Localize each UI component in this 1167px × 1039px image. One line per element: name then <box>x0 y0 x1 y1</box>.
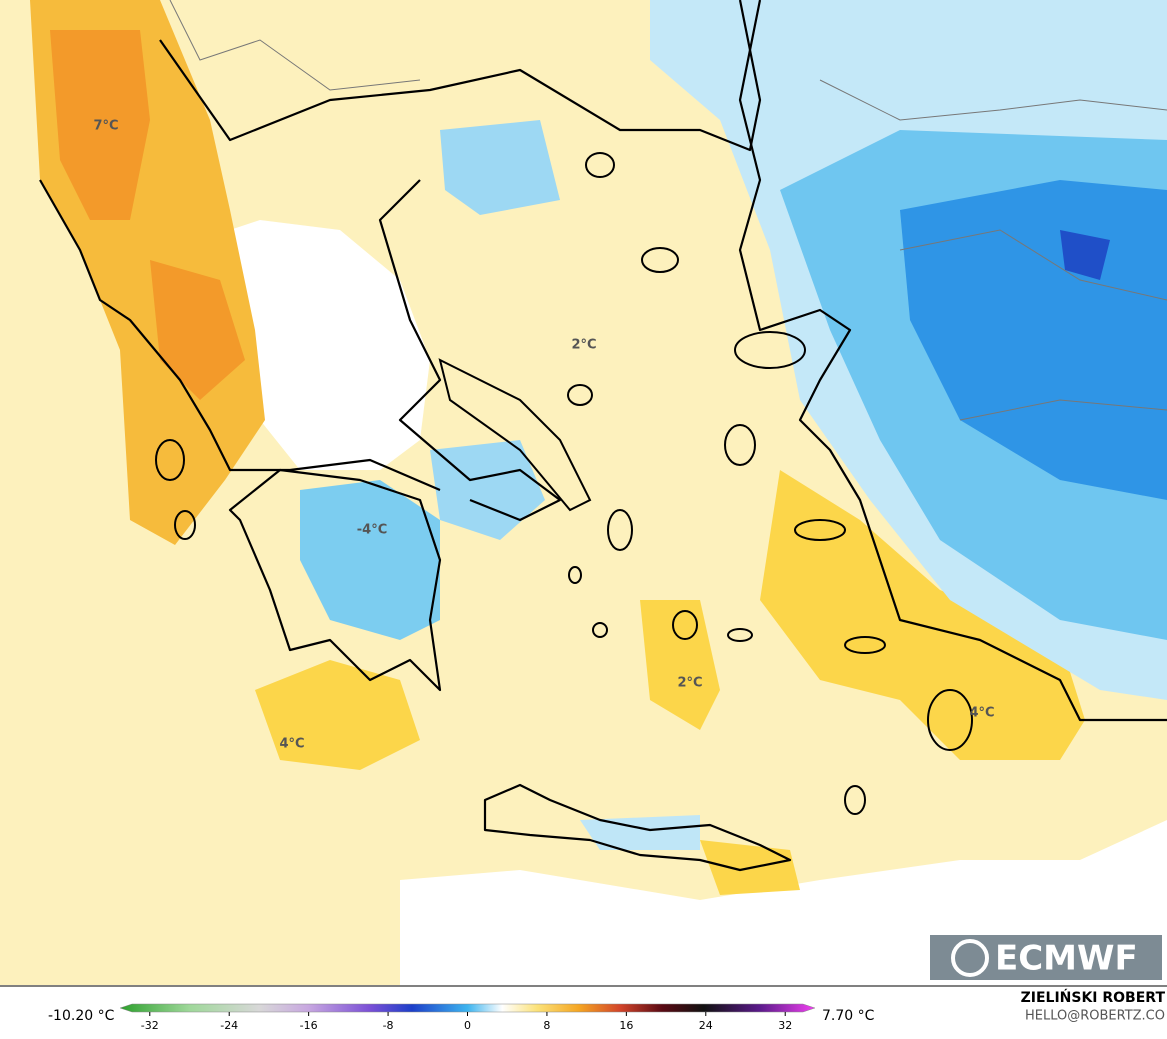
island <box>568 566 582 584</box>
map: 7°C 2°C -4°C 4°C 2°C 4°C ECMWF <box>0 0 1167 985</box>
colorbar-tick-label: 32 <box>778 1019 792 1032</box>
island <box>724 424 756 466</box>
island <box>844 636 886 654</box>
map-label: 2°C <box>677 676 702 691</box>
coastline <box>159 0 762 152</box>
logo-icon <box>951 939 989 977</box>
legend: -10.20 °C 7.70 °C ZIELIŃSKI ROBERT HELLO… <box>48 988 1165 1032</box>
island <box>794 519 846 541</box>
island <box>641 247 679 273</box>
border <box>169 0 421 91</box>
coastline <box>228 468 442 692</box>
warm-core <box>50 30 150 220</box>
island <box>592 622 608 638</box>
island <box>672 610 698 640</box>
colorbar-tick-label: 0 <box>464 1019 471 1032</box>
warm-zone <box>760 470 1085 760</box>
colorbar-tick-label: 24 <box>699 1019 713 1032</box>
cold-zone <box>300 480 440 640</box>
colorbar <box>119 1003 816 1013</box>
warm-core <box>150 260 245 400</box>
colorbar-tick-label: -32 <box>141 1019 159 1032</box>
map-label: 7°C <box>93 119 118 134</box>
coastline <box>378 179 562 522</box>
colorbar-tick-label: -16 <box>300 1019 318 1032</box>
map-label: 4°C <box>279 737 304 752</box>
island <box>727 628 753 642</box>
island <box>155 439 185 481</box>
map-label: 4°C <box>969 706 994 721</box>
colorbar-tick-label: 8 <box>543 1019 550 1032</box>
coastline <box>39 179 441 492</box>
colorbar-tick-label: 16 <box>619 1019 633 1032</box>
border <box>819 79 1167 421</box>
cold-zone <box>580 815 700 850</box>
cold-zone <box>430 440 545 540</box>
island <box>844 785 866 815</box>
island <box>438 358 592 512</box>
map-label: 2°C <box>571 338 596 353</box>
island <box>607 509 633 551</box>
coastline <box>738 0 1167 722</box>
island <box>567 384 593 406</box>
cold-core <box>1060 230 1110 280</box>
map-label: -4°C <box>357 523 387 538</box>
author: ZIELIŃSKI ROBERT <box>1021 988 1166 1006</box>
cold-zone <box>440 120 560 215</box>
island <box>585 152 615 178</box>
coastline <box>483 783 792 872</box>
warm-zone <box>255 660 420 770</box>
logo-text: ECMWF <box>995 939 1138 979</box>
island <box>734 331 806 369</box>
max-label: 7.70 °C <box>822 1008 875 1024</box>
min-label: -10.20 °C <box>48 1008 115 1024</box>
colorbar-tick-label: -8 <box>383 1019 394 1032</box>
island <box>927 689 973 751</box>
email: HELLO@ROBERTZ.CO <box>1025 1009 1165 1024</box>
warm-zone <box>640 600 720 730</box>
island <box>174 510 196 540</box>
colorbar-tick-label: -24 <box>220 1019 238 1032</box>
